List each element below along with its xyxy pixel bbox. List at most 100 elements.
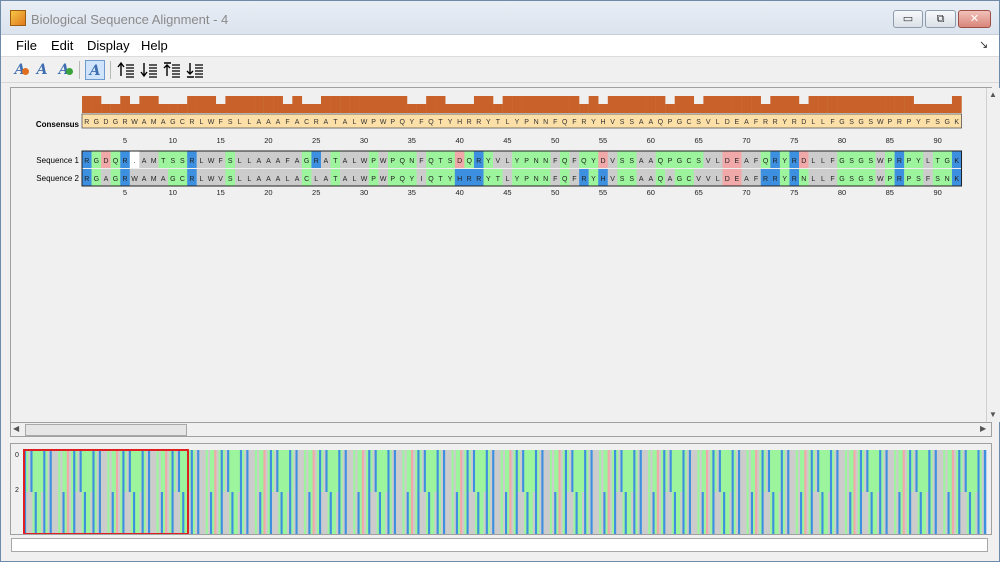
residue-letter: Q: [428, 176, 434, 183]
status-bar: [11, 538, 988, 552]
residue-letter: A: [266, 158, 271, 165]
overview-cell: [348, 492, 352, 534]
overview-cell: [353, 450, 356, 492]
conservation-bar: [120, 96, 130, 113]
overview-map[interactable]: 02: [11, 444, 991, 534]
sort-bottom-icon[interactable]: [186, 61, 204, 79]
alignment-panel[interactable]: Consensus R R R G G G D D A G Q G R R R W. W A A A M M M A T A G S G C…: [10, 87, 1000, 437]
conservation-bar: [254, 96, 264, 113]
residue-letter: W: [380, 158, 387, 165]
residue-cell: [751, 151, 761, 168]
overview-cell: [453, 492, 457, 534]
font-icon[interactable]: A: [36, 62, 48, 78]
consensus-cell: [770, 114, 781, 128]
overview-cell: [513, 492, 516, 534]
overview-cell: [904, 450, 908, 492]
overview-cell: [667, 450, 670, 492]
overview-cell: [263, 492, 266, 534]
font-decrease-icon[interactable]: A: [10, 60, 30, 80]
residue-letter: T: [438, 158, 443, 165]
overview-cell: [545, 450, 549, 492]
font-increase-icon[interactable]: A: [54, 60, 74, 80]
residue-cell: [139, 151, 150, 168]
sequence-label[interactable]: Sequence 2: [36, 174, 79, 183]
menu-help[interactable]: Help: [141, 38, 168, 53]
dock-figure-icon[interactable]: ↘: [979, 39, 989, 51]
conservation-bar: [856, 96, 867, 113]
window-title: Biological Sequence Alignment - 4: [31, 12, 229, 27]
maximize-button[interactable]: ⧉: [925, 10, 956, 28]
overview-cell: [765, 450, 769, 492]
residue-letter: G: [839, 158, 844, 165]
alignment-view[interactable]: Consensus RRRGGGDDAGQGRRRW.WAAAMMMATAGSGC…: [11, 88, 975, 422]
residue-cell: [483, 169, 494, 186]
residue-cell: [502, 169, 513, 186]
overview-cell: [690, 492, 694, 534]
sequence-label[interactable]: Sequence 1: [36, 156, 79, 165]
position-tick-label: 85: [886, 188, 894, 197]
overview-cell: [385, 492, 388, 534]
residue-cell: [626, 151, 637, 168]
residue-letter: R: [189, 176, 194, 183]
overview-cell: [372, 492, 375, 534]
overview-cell: [28, 450, 31, 492]
overview-cell: [637, 492, 640, 534]
overview-cell: [932, 450, 935, 492]
viewport-box[interactable]: [23, 449, 189, 534]
overview-cell: [517, 492, 521, 534]
overview-cell: [28, 492, 31, 534]
sort-top-icon[interactable]: [163, 61, 181, 79]
vertical-scrollbar[interactable]: ▲ ▼: [986, 88, 1000, 422]
consensus-residue: F: [926, 119, 930, 126]
position-tick-label: 90: [933, 136, 941, 145]
residue-cell: [473, 151, 484, 168]
scroll-left-arrow-icon[interactable]: ◀: [13, 424, 20, 433]
consensus-cell: [215, 114, 226, 128]
scroll-up-arrow-icon[interactable]: ▲: [989, 90, 997, 99]
consensus-residue: G: [94, 119, 99, 126]
overview-cell: [73, 450, 76, 492]
minimize-button[interactable]: ▭: [893, 10, 923, 28]
overview-cell: [64, 450, 68, 492]
overview-cell: [366, 450, 369, 492]
residue-cell: [617, 151, 628, 168]
overview-cell: [199, 450, 202, 492]
overview-cell: [385, 450, 388, 492]
overview-cell: [616, 492, 619, 534]
menu-file[interactable]: File: [16, 38, 37, 53]
scrollbar-thumb[interactable]: [25, 424, 187, 436]
overview-cell: [547, 450, 551, 492]
color-alignment-icon[interactable]: A: [85, 60, 105, 80]
overview-cell: [648, 492, 651, 534]
horizontal-scrollbar[interactable]: ◀ ▶: [10, 422, 992, 437]
consensus-cell: [712, 114, 723, 128]
residue-cell: [473, 169, 484, 186]
overview-cell: [791, 450, 794, 492]
consensus-cell: [560, 114, 570, 128]
overview-cell: [280, 450, 283, 492]
scroll-right-arrow-icon[interactable]: ▶: [980, 424, 987, 433]
menu-edit[interactable]: Edit: [51, 38, 74, 53]
overview-cell: [509, 450, 512, 492]
consensus-cell: [483, 114, 494, 128]
overview-cell: [883, 450, 886, 492]
sort-descending-icon[interactable]: [140, 61, 158, 79]
overview-cell: [900, 450, 903, 492]
menu-display[interactable]: Display: [87, 38, 130, 53]
overview-cell: [868, 492, 871, 534]
conservation-bar: [875, 96, 886, 113]
overview-cell: [207, 492, 211, 534]
residue-cell: [875, 151, 886, 168]
overview-cell: [398, 450, 401, 492]
scroll-down-arrow-icon[interactable]: ▼: [989, 410, 997, 419]
overview-cell: [554, 450, 557, 492]
overview-cell: [566, 450, 570, 492]
overview-cell: [919, 492, 923, 534]
overview-cell: [575, 450, 578, 492]
overview-cell: [175, 450, 179, 492]
overview-cell: [924, 492, 927, 534]
consensus-residue: S: [935, 119, 940, 126]
sort-ascending-icon[interactable]: [117, 61, 135, 79]
close-button[interactable]: ✕: [958, 10, 991, 28]
